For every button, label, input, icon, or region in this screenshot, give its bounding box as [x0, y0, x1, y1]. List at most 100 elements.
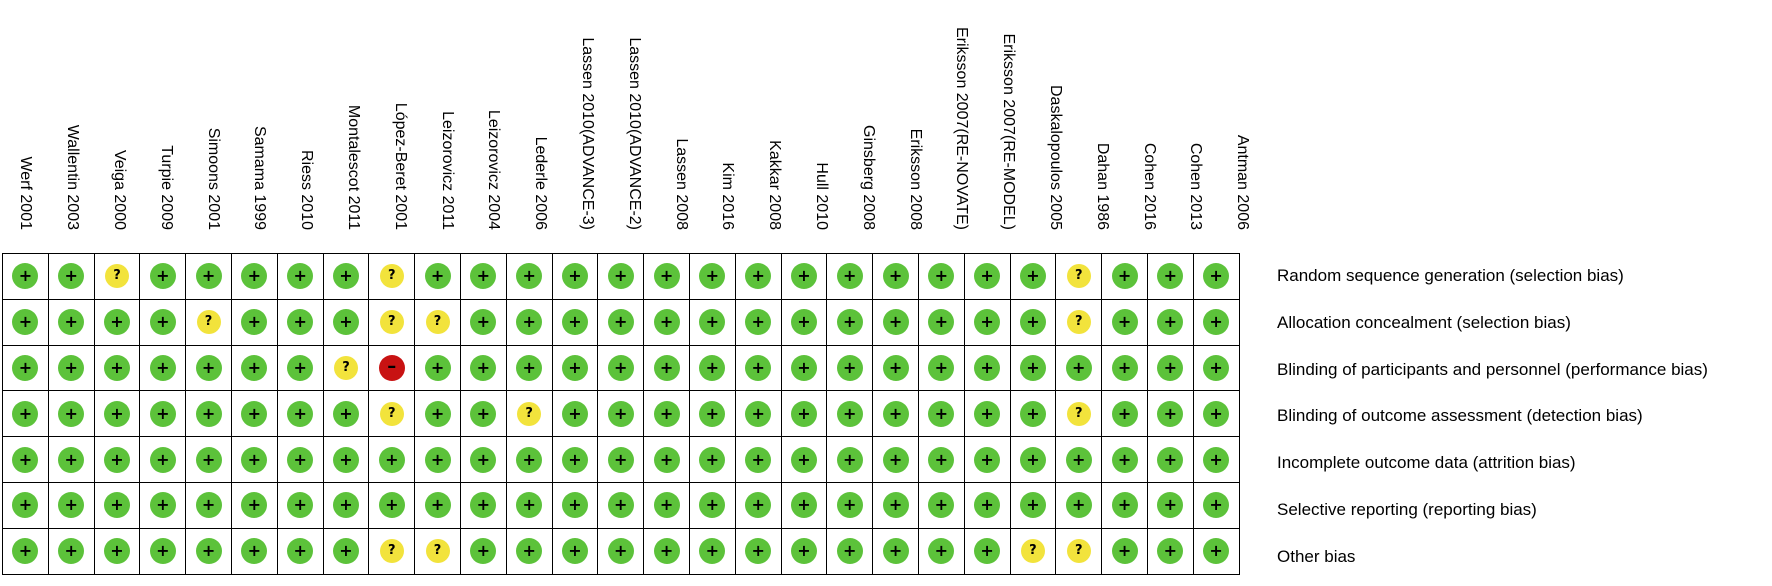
judgement-cell: + [139, 390, 187, 438]
low-risk-icon: + [58, 538, 85, 565]
low-risk-icon: + [149, 492, 176, 519]
low-risk-icon: + [790, 538, 817, 565]
low-risk-icon: + [928, 446, 955, 473]
low-risk-icon: + [1065, 354, 1092, 381]
low-risk-icon: + [882, 538, 909, 565]
judgement-cell: + [459, 298, 507, 346]
judgement-cell: ? [1009, 527, 1057, 575]
judgement-cell: + [505, 481, 553, 529]
low-risk-icon: + [149, 309, 176, 336]
low-risk-icon: + [287, 446, 314, 473]
judgement-cell: + [826, 527, 874, 575]
low-risk-icon: + [424, 446, 451, 473]
low-risk-icon: + [653, 354, 680, 381]
low-risk-icon: + [790, 309, 817, 336]
domain-label: Other bias [1277, 546, 1356, 566]
judgement-cell: + [459, 344, 507, 392]
low-risk-icon: + [882, 354, 909, 381]
low-risk-icon: + [241, 309, 268, 336]
judgement-cell: + [1146, 253, 1194, 300]
low-risk-icon: + [790, 446, 817, 473]
judgement-cell: + [551, 436, 599, 483]
low-risk-icon: + [1111, 446, 1138, 473]
study-label-text: Riess 2010 [298, 149, 316, 230]
judgement-cell: + [322, 481, 370, 529]
low-risk-icon: + [332, 538, 359, 565]
judgement-cell: + [1146, 298, 1194, 346]
study-label-text: Wallentin 2003 [64, 124, 82, 230]
low-risk-icon: + [149, 538, 176, 565]
unclear-risk-icon: ? [379, 401, 404, 426]
study-label-text: Cohen 2016 [1140, 142, 1158, 230]
low-risk-icon: + [58, 446, 85, 473]
study-label-text: Werf 2001 [17, 156, 35, 230]
judgement-cell: + [322, 253, 370, 300]
judgement-cell: + [826, 436, 874, 483]
judgement-cell: ? [368, 298, 416, 346]
study-label-text: López-Beret 2001 [391, 102, 409, 230]
low-risk-icon: + [378, 492, 405, 519]
judgement-cell: + [93, 527, 141, 575]
judgement-cell: + [734, 436, 782, 483]
judgement-cell: + [276, 390, 324, 438]
judgement-cell: + [688, 253, 736, 300]
low-risk-icon: + [699, 538, 726, 565]
study-label-text: Eriksson 2008 [906, 128, 924, 230]
low-risk-icon: + [1203, 400, 1230, 427]
judgement-cell: + [734, 527, 782, 575]
judgement-cell: + [276, 481, 324, 529]
judgement-cell: + [47, 481, 95, 529]
low-risk-icon: + [332, 309, 359, 336]
judgement-cell: + [276, 436, 324, 483]
judgement-cell: ? [414, 527, 461, 575]
judgement-cell: + [1146, 390, 1194, 438]
low-risk-icon: + [836, 263, 863, 290]
judgement-cell: + [230, 344, 278, 392]
judgement-cell: + [276, 298, 324, 346]
table-row: + + + + + + + +? + +? + + + + + + + + + + +? + + + [2, 390, 1240, 438]
judgement-cell: + [1192, 298, 1240, 346]
low-risk-icon: + [1203, 538, 1230, 565]
judgement-cell: + [93, 344, 141, 392]
low-risk-icon: + [1157, 400, 1184, 427]
judgement-cell: ? [368, 390, 416, 438]
unclear-risk-icon: ? [1066, 264, 1091, 289]
low-risk-icon: + [332, 446, 359, 473]
study-label-text: Antman 2006 [1234, 134, 1252, 230]
risk-of-bias-grid: + +? + + + + +? + + + + + + + + + + + + + +? + + + + + + +? + + +?? + + +… [2, 253, 1240, 575]
low-risk-icon: + [699, 446, 726, 473]
judgement-cell: ? [368, 253, 416, 300]
low-risk-icon: + [1203, 309, 1230, 336]
low-risk-icon: + [607, 492, 634, 519]
study-label-text: Kim 2016 [719, 162, 737, 230]
judgement-cell: + [2, 298, 49, 346]
judgement-cell: + [597, 344, 645, 392]
low-risk-icon: + [12, 400, 39, 427]
judgement-cell: + [826, 253, 874, 300]
judgement-cell: + [917, 436, 965, 483]
low-risk-icon: + [12, 538, 39, 565]
judgement-cell: + [2, 390, 49, 438]
unclear-risk-icon: ? [379, 539, 404, 564]
low-risk-icon: + [1019, 400, 1046, 427]
judgement-cell: + [917, 481, 965, 529]
judgement-cell: + [1101, 481, 1148, 529]
study-label-text: Montalescot 2011 [345, 104, 362, 230]
low-risk-icon: + [378, 446, 405, 473]
judgement-cell: + [459, 481, 507, 529]
low-risk-icon: + [103, 492, 130, 519]
study-label-text: Kakkar 2008 [766, 140, 784, 230]
high-risk-icon: – [378, 354, 405, 381]
low-risk-icon: + [974, 263, 1001, 290]
judgement-cell: + [1192, 481, 1240, 529]
judgement-cell: + [230, 253, 278, 300]
low-risk-icon: + [470, 263, 497, 290]
judgement-cell: + [276, 527, 324, 575]
low-risk-icon: + [470, 538, 497, 565]
judgement-cell: + [872, 481, 919, 529]
judgement-cell: + [597, 253, 645, 300]
judgement-cell: + [643, 253, 690, 300]
low-risk-icon: + [561, 354, 588, 381]
judgement-cell: + [1009, 481, 1057, 529]
judgement-cell: – [368, 344, 416, 392]
